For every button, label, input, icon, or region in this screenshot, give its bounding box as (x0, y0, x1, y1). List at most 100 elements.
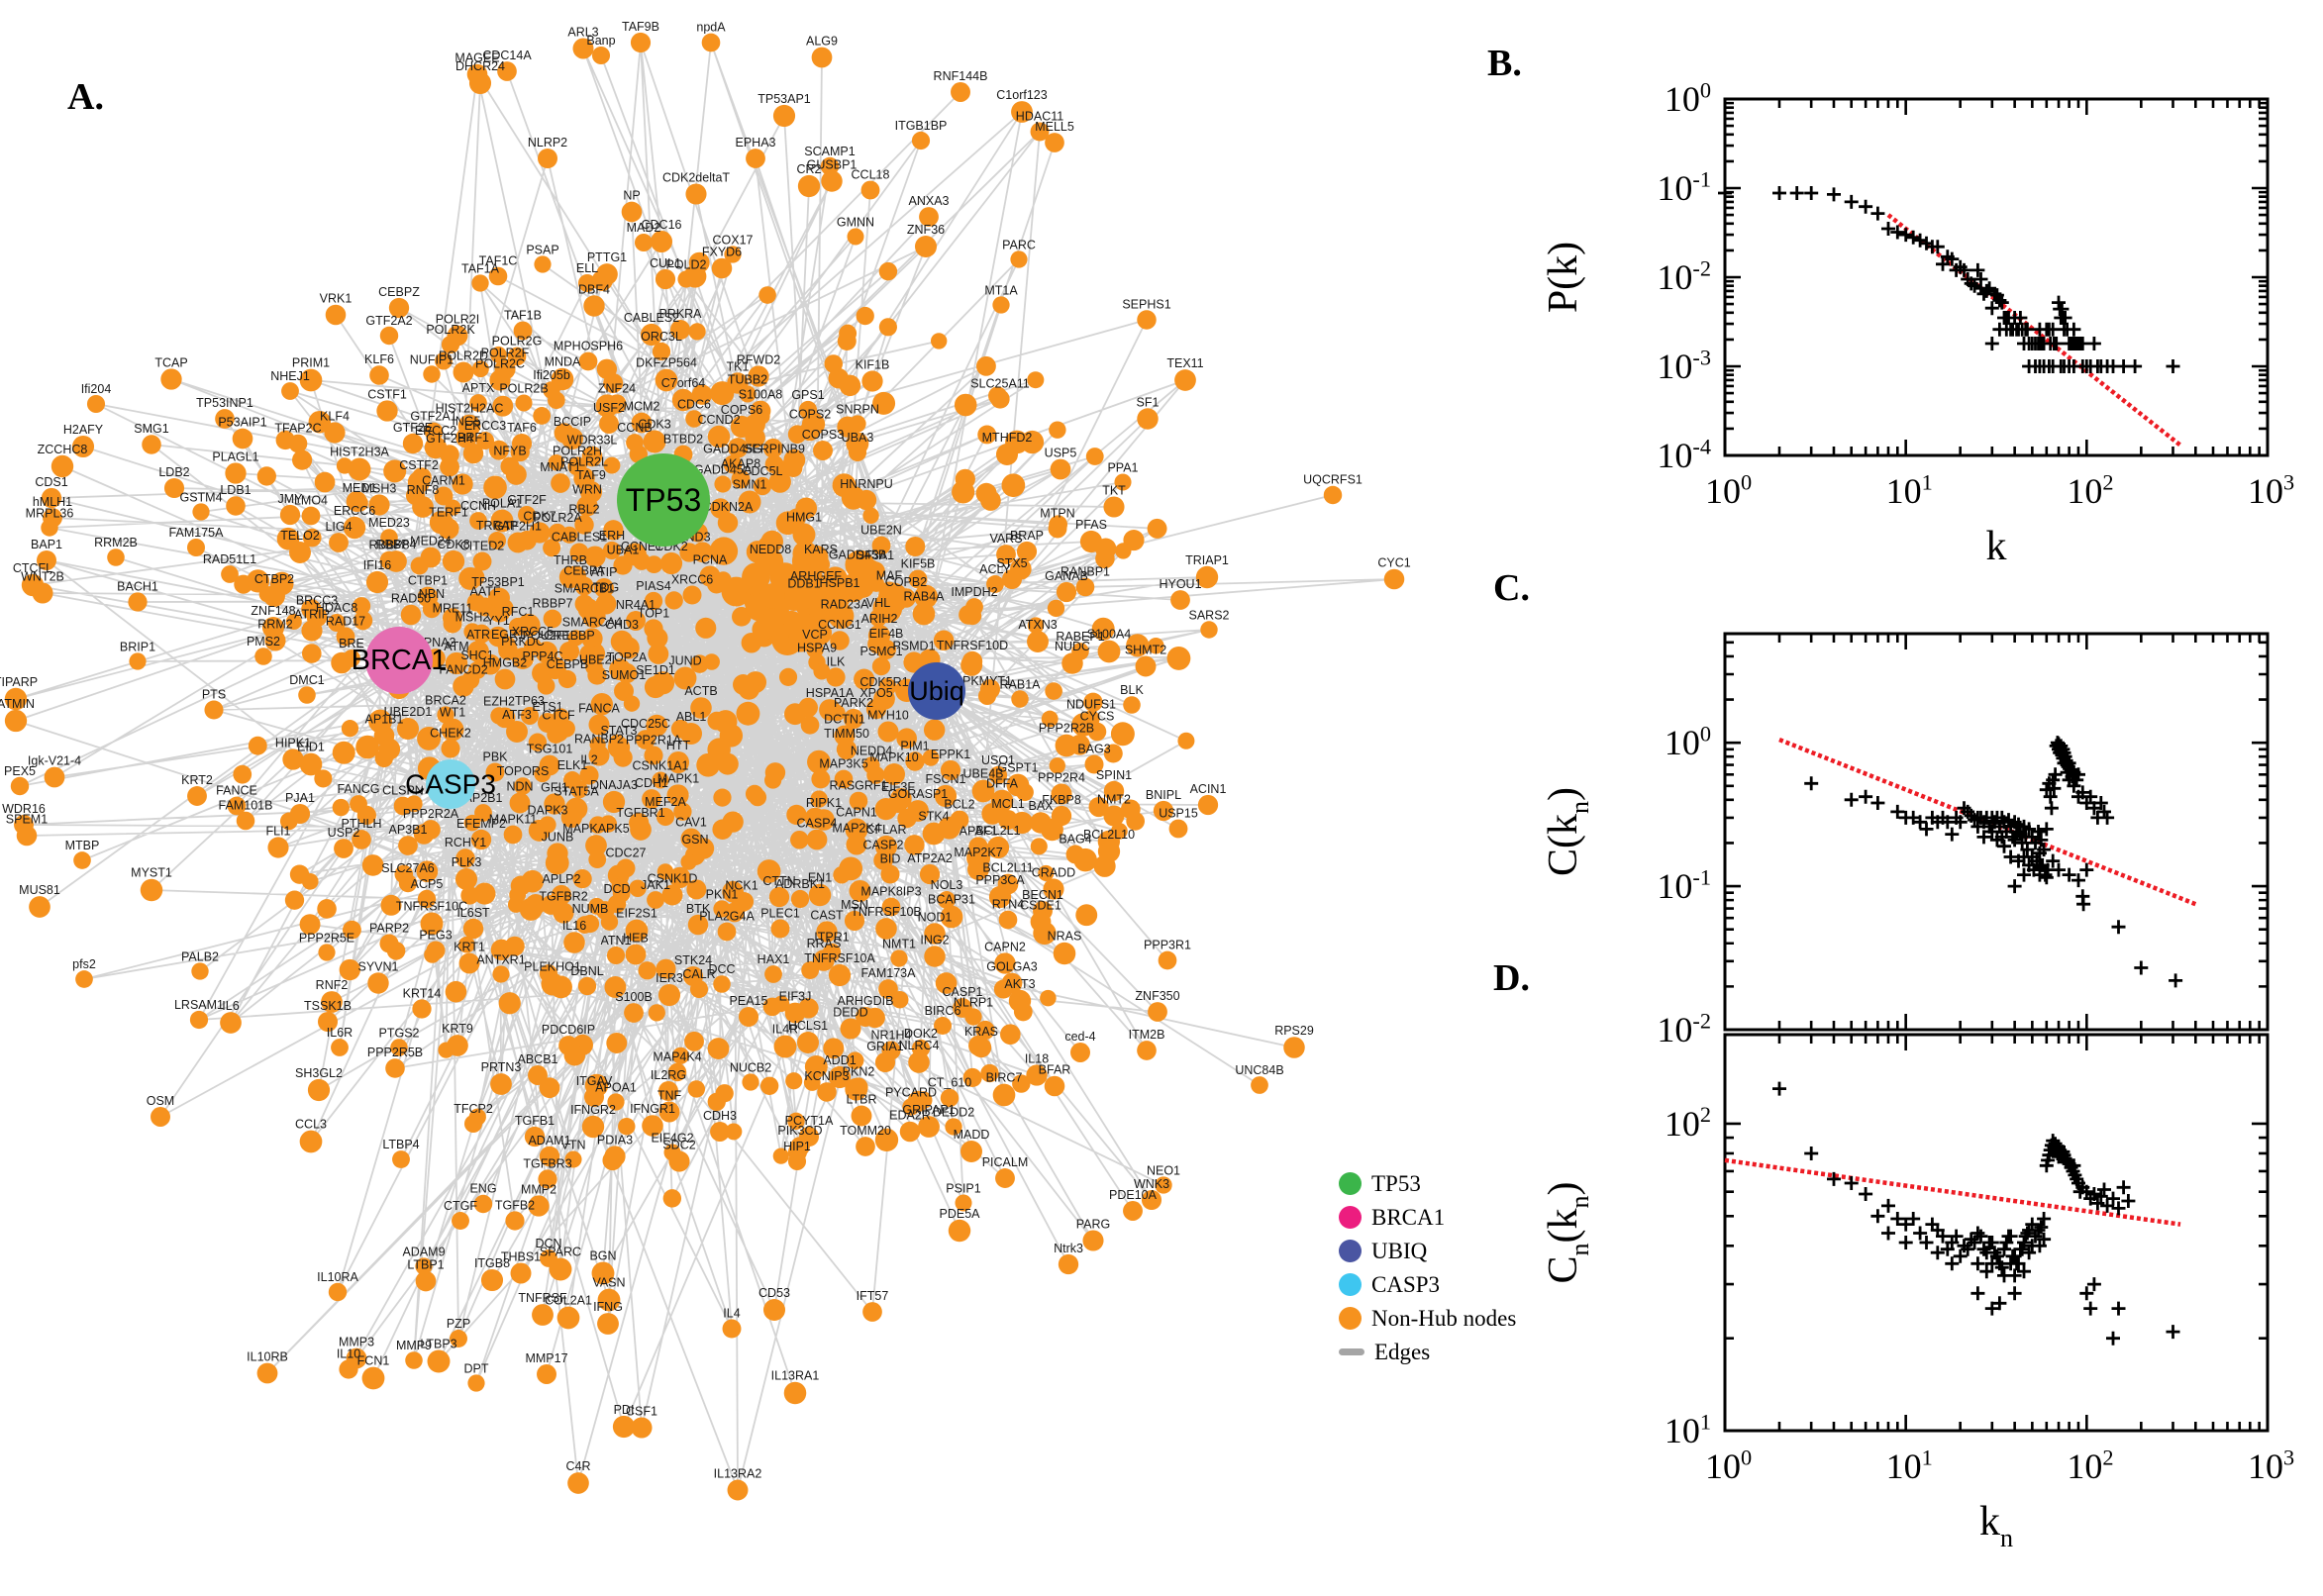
node[interactable] (292, 449, 313, 470)
node-GSTM4[interactable] (192, 503, 210, 521)
node-BAP1[interactable] (37, 550, 56, 570)
node-WT1[interactable] (441, 718, 464, 742)
node-SH3GL2[interactable] (307, 1078, 331, 1102)
node-EID1[interactable] (299, 752, 323, 776)
node[interactable] (864, 1007, 885, 1029)
node-RCHY1[interactable] (455, 848, 475, 868)
node-CHEK2[interactable] (441, 739, 460, 758)
node[interactable] (1115, 543, 1132, 559)
node-ING5[interactable] (455, 427, 477, 449)
node-FCN1[interactable] (361, 1366, 385, 1390)
node-IL6ST[interactable] (462, 918, 484, 940)
hub-node-tp53[interactable] (617, 453, 710, 547)
node[interactable] (534, 765, 552, 783)
node[interactable] (975, 355, 996, 376)
node-CDC25C[interactable] (636, 730, 656, 749)
node-POLR2C[interactable] (489, 369, 511, 391)
node-ATN1[interactable] (606, 946, 626, 965)
node-IL10RA[interactable] (328, 1282, 348, 1302)
node-TIPARP[interactable] (4, 687, 28, 711)
node-APTX[interactable] (469, 394, 487, 412)
node-TNFRSF10A[interactable] (828, 963, 852, 987)
node[interactable] (762, 438, 783, 458)
node[interactable] (378, 738, 401, 760)
node[interactable] (565, 565, 587, 587)
node[interactable] (1049, 757, 1065, 774)
node[interactable] (279, 812, 298, 831)
node-AP3B1[interactable] (398, 836, 418, 855)
node[interactable] (629, 879, 647, 897)
node[interactable] (383, 459, 407, 483)
node-ILK[interactable] (826, 667, 846, 687)
node-MELL5[interactable] (1045, 133, 1064, 152)
node[interactable] (331, 651, 353, 674)
node[interactable] (736, 701, 760, 726)
node[interactable] (862, 507, 879, 524)
node[interactable] (784, 703, 806, 726)
node-FXYD6[interactable] (711, 257, 733, 279)
node[interactable] (896, 728, 917, 749)
node-SMG1[interactable] (142, 435, 161, 454)
node[interactable] (424, 947, 441, 963)
node-PDE5A[interactable] (948, 1219, 971, 1243)
node-DHCR24[interactable] (468, 71, 492, 95)
node-WDR33L[interactable] (581, 446, 603, 467)
node-UBE4B[interactable] (971, 779, 995, 803)
node-CSNK1D[interactable] (661, 884, 683, 906)
node-LDB2[interactable] (163, 477, 185, 499)
node-MCM2[interactable] (631, 412, 653, 434)
node-NP[interactable] (621, 201, 643, 223)
node[interactable] (550, 975, 572, 999)
node-PPA1[interactable] (1114, 473, 1132, 491)
node[interactable] (504, 936, 525, 956)
node-LTBR[interactable] (851, 1105, 872, 1127)
node[interactable] (778, 667, 798, 686)
node-CCNH[interactable] (469, 512, 487, 530)
node-BID[interactable] (880, 864, 900, 884)
node-KCNIP3[interactable] (817, 1082, 837, 1102)
node[interactable] (517, 531, 537, 550)
node[interactable] (603, 520, 624, 541)
node-IL2[interactable] (579, 765, 599, 785)
node-NDN[interactable] (509, 792, 531, 814)
node-PLA2G4A[interactable] (717, 922, 737, 942)
node[interactable] (368, 709, 393, 734)
node-ATP2A2[interactable] (919, 863, 941, 885)
node[interactable] (591, 269, 613, 292)
node-PTS[interactable] (204, 700, 224, 720)
node-CTTN[interactable] (768, 886, 790, 908)
node-NR4A1[interactable] (626, 611, 646, 631)
node-NUDC[interactable] (1061, 652, 1083, 674)
node[interactable] (629, 812, 650, 834)
node[interactable] (866, 765, 885, 784)
node-TAF9B[interactable] (630, 32, 652, 53)
node[interactable] (798, 998, 819, 1019)
node[interactable] (877, 582, 909, 614)
node[interactable] (299, 914, 321, 936)
node[interactable] (1038, 864, 1055, 881)
node[interactable] (757, 859, 781, 883)
node-DKFZP564[interactable] (655, 368, 678, 392)
node-ZNF36[interactable] (914, 235, 938, 258)
node[interactable] (817, 584, 847, 613)
node-FAM173A[interactable] (878, 979, 898, 999)
node[interactable] (696, 752, 721, 777)
node[interactable] (490, 346, 507, 363)
node-COX17[interactable] (724, 246, 742, 263)
node[interactable] (707, 1092, 726, 1112)
node[interactable] (874, 1128, 899, 1152)
node[interactable] (648, 644, 669, 664)
node[interactable] (483, 475, 507, 500)
node-HEB[interactable] (625, 944, 647, 965)
node-HDAC11[interactable] (1030, 122, 1050, 142)
node-FANCE[interactable] (227, 796, 247, 816)
node-IFI16[interactable] (365, 570, 389, 594)
node-CDS1[interactable] (41, 487, 62, 509)
node-BNIPL[interactable] (1153, 800, 1174, 822)
node-DNAJA3[interactable] (602, 790, 626, 814)
node-S100A4[interactable] (1097, 640, 1121, 663)
node-HAX1[interactable] (764, 965, 782, 983)
node-ACLY[interactable] (986, 575, 1004, 593)
node[interactable] (528, 733, 548, 751)
node-C4R[interactable] (567, 1472, 589, 1494)
